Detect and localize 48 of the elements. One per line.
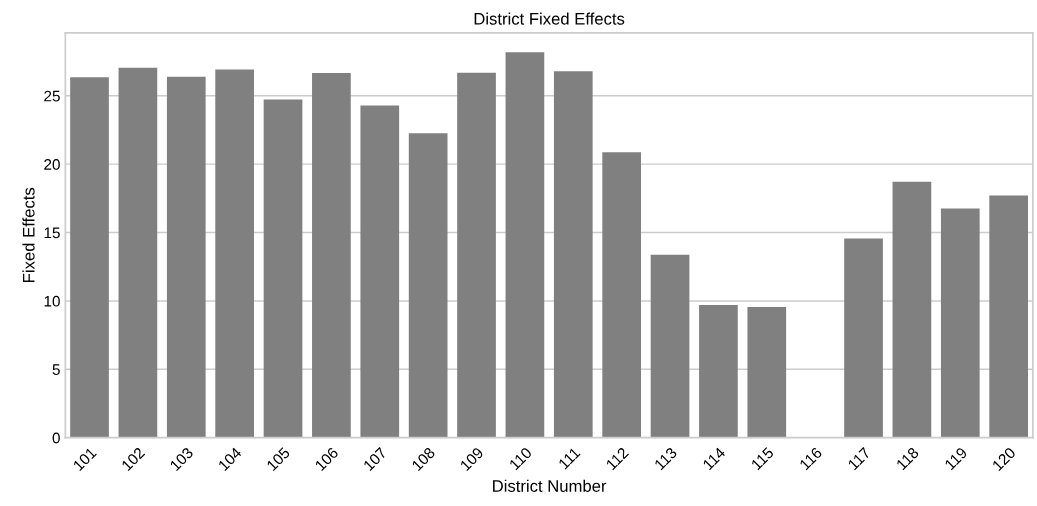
bar — [650, 254, 690, 438]
bar — [553, 71, 593, 438]
bar — [118, 67, 158, 438]
bar — [457, 72, 496, 438]
y-tick-label: 5 — [52, 364, 60, 375]
bar — [989, 195, 1029, 438]
x-tick-label: 107 — [362, 446, 388, 472]
bar — [940, 208, 980, 438]
x-tick-label: 110 — [508, 446, 533, 471]
y-tick-label: 0 — [52, 432, 60, 444]
bar — [602, 152, 642, 438]
bar — [844, 238, 883, 438]
bar — [263, 99, 303, 438]
x-tick-label: 112 — [605, 446, 629, 471]
y-axis-title: Fixed Effects — [22, 187, 35, 282]
x-tick-label: 116 — [799, 446, 823, 471]
bar — [505, 52, 545, 438]
x-tick-label: 105 — [266, 446, 291, 472]
bar — [747, 306, 787, 438]
x-tick-label: 114 — [702, 446, 726, 471]
y-tick-label: 25 — [44, 90, 60, 102]
x-tick-label: 104 — [217, 446, 243, 472]
x-tick-label: 111 — [558, 446, 581, 470]
y-tick-label: 10 — [44, 295, 60, 307]
x-tick-label: 113 — [653, 446, 678, 471]
x-tick-label: 109 — [459, 446, 484, 472]
x-tick-label: 118 — [895, 446, 920, 471]
bar — [312, 73, 351, 438]
x-tick-label: 108 — [411, 446, 436, 472]
bar — [215, 69, 254, 438]
y-tick-label: 15 — [44, 227, 60, 239]
x-tick-label: 119 — [944, 446, 968, 471]
bar — [360, 105, 400, 438]
x-tick-label: 102 — [120, 446, 146, 472]
bar — [166, 76, 206, 438]
x-tick-label: 117 — [847, 446, 871, 471]
x-tick-label: 103 — [169, 446, 194, 472]
x-tick-label: 101 — [72, 446, 97, 472]
bar — [408, 133, 448, 438]
y-tick-label: 20 — [44, 159, 60, 170]
x-tick-label: 120 — [991, 446, 1017, 472]
bar — [70, 77, 109, 438]
x-tick-label: 115 — [750, 446, 775, 471]
x-axis-title: District Number — [493, 479, 607, 492]
chart-title: District Fixed Effects — [474, 12, 625, 25]
bar — [892, 181, 932, 438]
x-tick-label: 106 — [314, 446, 339, 472]
bar — [699, 304, 738, 438]
